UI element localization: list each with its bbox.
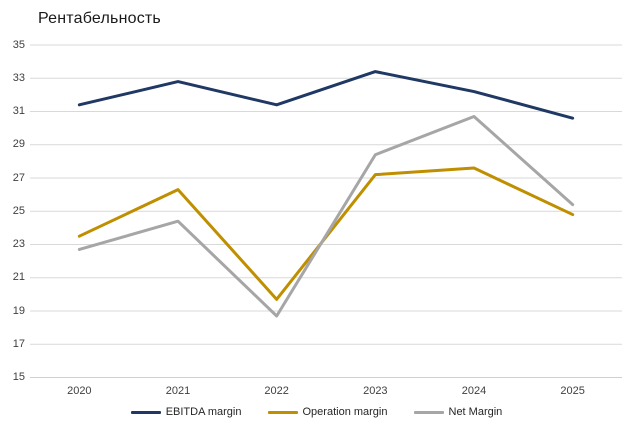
series-line-ebitda-margin [77, 70, 575, 120]
y-tick-label: 29 [12, 138, 25, 151]
y-tick-label: 31 [12, 105, 25, 117]
x-tick-label: 2020 [67, 385, 92, 397]
x-tick-label: 2025 [560, 385, 585, 397]
y-tick-label: 25 [12, 204, 25, 217]
x-tick-label: 2024 [461, 385, 487, 397]
legend-line-swatch [413, 410, 444, 414]
legend-label: Net Margin [448, 406, 503, 418]
legend-line-swatch [267, 410, 298, 414]
x-tick-label: 2022 [264, 385, 289, 397]
legend-item-operation-margin[interactable]: Operation margin [267, 406, 388, 418]
legend-item-net-margin[interactable]: Net Margin [413, 406, 503, 418]
y-tick-label: 19 [12, 304, 25, 317]
legend-label: Operation margin [302, 406, 388, 418]
y-tick-label: 33 [12, 71, 25, 84]
series-line-net-margin [77, 114, 575, 318]
y-tick-label: 23 [12, 238, 25, 250]
legend-label: EBITDA margin [165, 406, 242, 418]
y-tick-label: 21 [12, 271, 25, 284]
x-tick-label: 2021 [165, 385, 191, 397]
y-tick-label: 17 [12, 337, 25, 350]
y-tick-label: 27 [12, 171, 25, 184]
legend: EBITDA margin Operation margin Net Margin [0, 406, 633, 418]
legend-line-swatch [130, 410, 161, 414]
y-tick-label: 15 [12, 371, 25, 383]
legend-item-ebitda-margin[interactable]: EBITDA margin [130, 406, 242, 418]
x-tick-label: 2023 [363, 385, 388, 397]
chart-title: Рентабельность [38, 10, 161, 27]
y-tick-label: 35 [12, 38, 25, 51]
